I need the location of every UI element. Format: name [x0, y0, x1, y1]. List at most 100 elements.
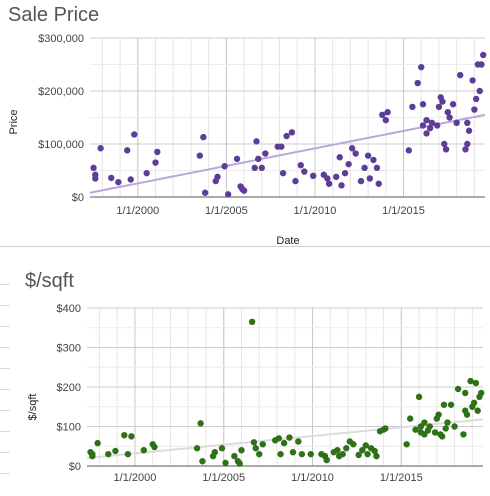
data-point	[370, 156, 377, 164]
trendline	[86, 418, 484, 460]
x-axis-ticks: 1/1/2000 1/1/2005 1/1/2010 1/1/2015	[114, 472, 423, 484]
data-point	[403, 441, 410, 448]
data-point	[464, 140, 471, 148]
trendline	[89, 113, 486, 194]
data-point	[140, 447, 148, 454]
data-point	[382, 116, 390, 124]
data-point	[324, 175, 331, 182]
data-point	[275, 435, 282, 442]
y-axis-ticks: $0 $100,000 $200,000 $300,000	[38, 33, 84, 204]
chart-title: Sale Price	[8, 4, 99, 26]
data-point	[373, 452, 380, 460]
data-point	[366, 175, 374, 182]
data-point	[350, 441, 357, 448]
data-point	[238, 447, 245, 454]
data-point	[467, 377, 474, 385]
data-point	[112, 447, 119, 455]
data-point	[463, 411, 471, 418]
data-point	[442, 146, 450, 153]
x-tick-label: 1/1/2015	[382, 205, 425, 217]
data-point	[444, 419, 451, 426]
data-point	[279, 169, 287, 177]
data-point	[252, 445, 259, 452]
data-point	[375, 180, 382, 187]
x-tick-label: 1/1/2005	[205, 205, 248, 217]
data-point	[197, 420, 204, 427]
price-per-sqft-chart: $/sqft $/sqft 1/1/2000 1/1/2005 1/1/2010 1/…	[25, 270, 485, 484]
data-point	[480, 51, 487, 59]
y-tick-label: $400	[57, 303, 81, 315]
data-point	[454, 385, 462, 393]
data-point	[297, 162, 304, 169]
data-point	[419, 101, 427, 108]
data-point	[301, 168, 308, 175]
data-point	[280, 439, 288, 447]
data-point	[333, 173, 340, 181]
data-point	[426, 124, 434, 132]
data-point	[201, 189, 209, 196]
y-tick-label: $300,000	[38, 33, 84, 45]
sheet-gridline	[0, 326, 10, 327]
data-point	[478, 61, 485, 68]
data-point	[221, 163, 228, 170]
data-point	[423, 130, 430, 137]
data-point	[292, 177, 299, 185]
data-point	[343, 445, 350, 452]
data-point	[286, 434, 293, 441]
data-point	[295, 438, 302, 445]
x-axis-ticks: 1/1/2000 1/1/2005 1/1/2010 1/1/2015	[116, 205, 425, 217]
data-point	[435, 103, 443, 111]
y-tick-label: $0	[69, 461, 81, 473]
data-point	[152, 159, 159, 166]
data-point	[255, 155, 262, 163]
data-point	[211, 448, 219, 456]
data-point	[474, 407, 481, 414]
data-point	[127, 176, 134, 183]
data-point	[414, 79, 421, 87]
data-points	[87, 318, 485, 467]
data-point	[462, 146, 469, 153]
data-point	[121, 431, 128, 439]
data-point	[419, 122, 427, 129]
data-point	[384, 109, 391, 116]
data-point	[278, 143, 285, 150]
data-point	[341, 169, 349, 177]
data-point	[338, 182, 345, 189]
data-point	[471, 106, 478, 113]
data-point	[283, 132, 290, 140]
y-tick-label: $0	[72, 192, 84, 204]
data-point	[105, 450, 112, 458]
data-point	[236, 460, 243, 467]
data-point	[465, 127, 473, 134]
data-point	[371, 447, 378, 455]
data-point	[469, 77, 476, 84]
data-point	[108, 174, 115, 182]
data-point	[323, 456, 330, 464]
data-point	[415, 393, 423, 401]
y-tick-label: $300	[57, 343, 81, 355]
data-point	[143, 169, 150, 177]
data-point	[423, 116, 430, 124]
data-point	[364, 152, 372, 159]
data-point	[355, 451, 362, 459]
data-point	[200, 133, 207, 141]
x-tick-label: 1/1/2015	[380, 472, 423, 484]
sale-price-chart: Sale Price Price Date 1/1/2000 1/1/2005 1/…	[8, 4, 487, 247]
data-point	[447, 401, 455, 408]
data-points	[90, 51, 487, 198]
data-point	[373, 164, 381, 172]
data-point	[251, 164, 258, 172]
data-point	[405, 147, 413, 154]
data-point	[348, 145, 356, 152]
data-point	[409, 103, 416, 111]
data-point	[131, 131, 138, 138]
sheet-gridline	[0, 431, 10, 432]
y-tick-label: $200,000	[38, 86, 84, 98]
data-point	[193, 445, 201, 452]
data-point	[478, 389, 485, 397]
data-point	[289, 448, 297, 456]
data-point	[277, 450, 284, 458]
data-point	[431, 429, 439, 436]
data-point	[90, 164, 97, 172]
data-point	[325, 180, 333, 187]
